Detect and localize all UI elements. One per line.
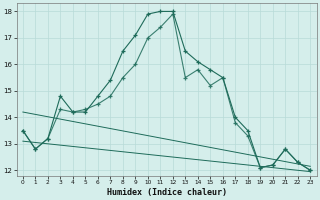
X-axis label: Humidex (Indice chaleur): Humidex (Indice chaleur) [107,188,227,197]
